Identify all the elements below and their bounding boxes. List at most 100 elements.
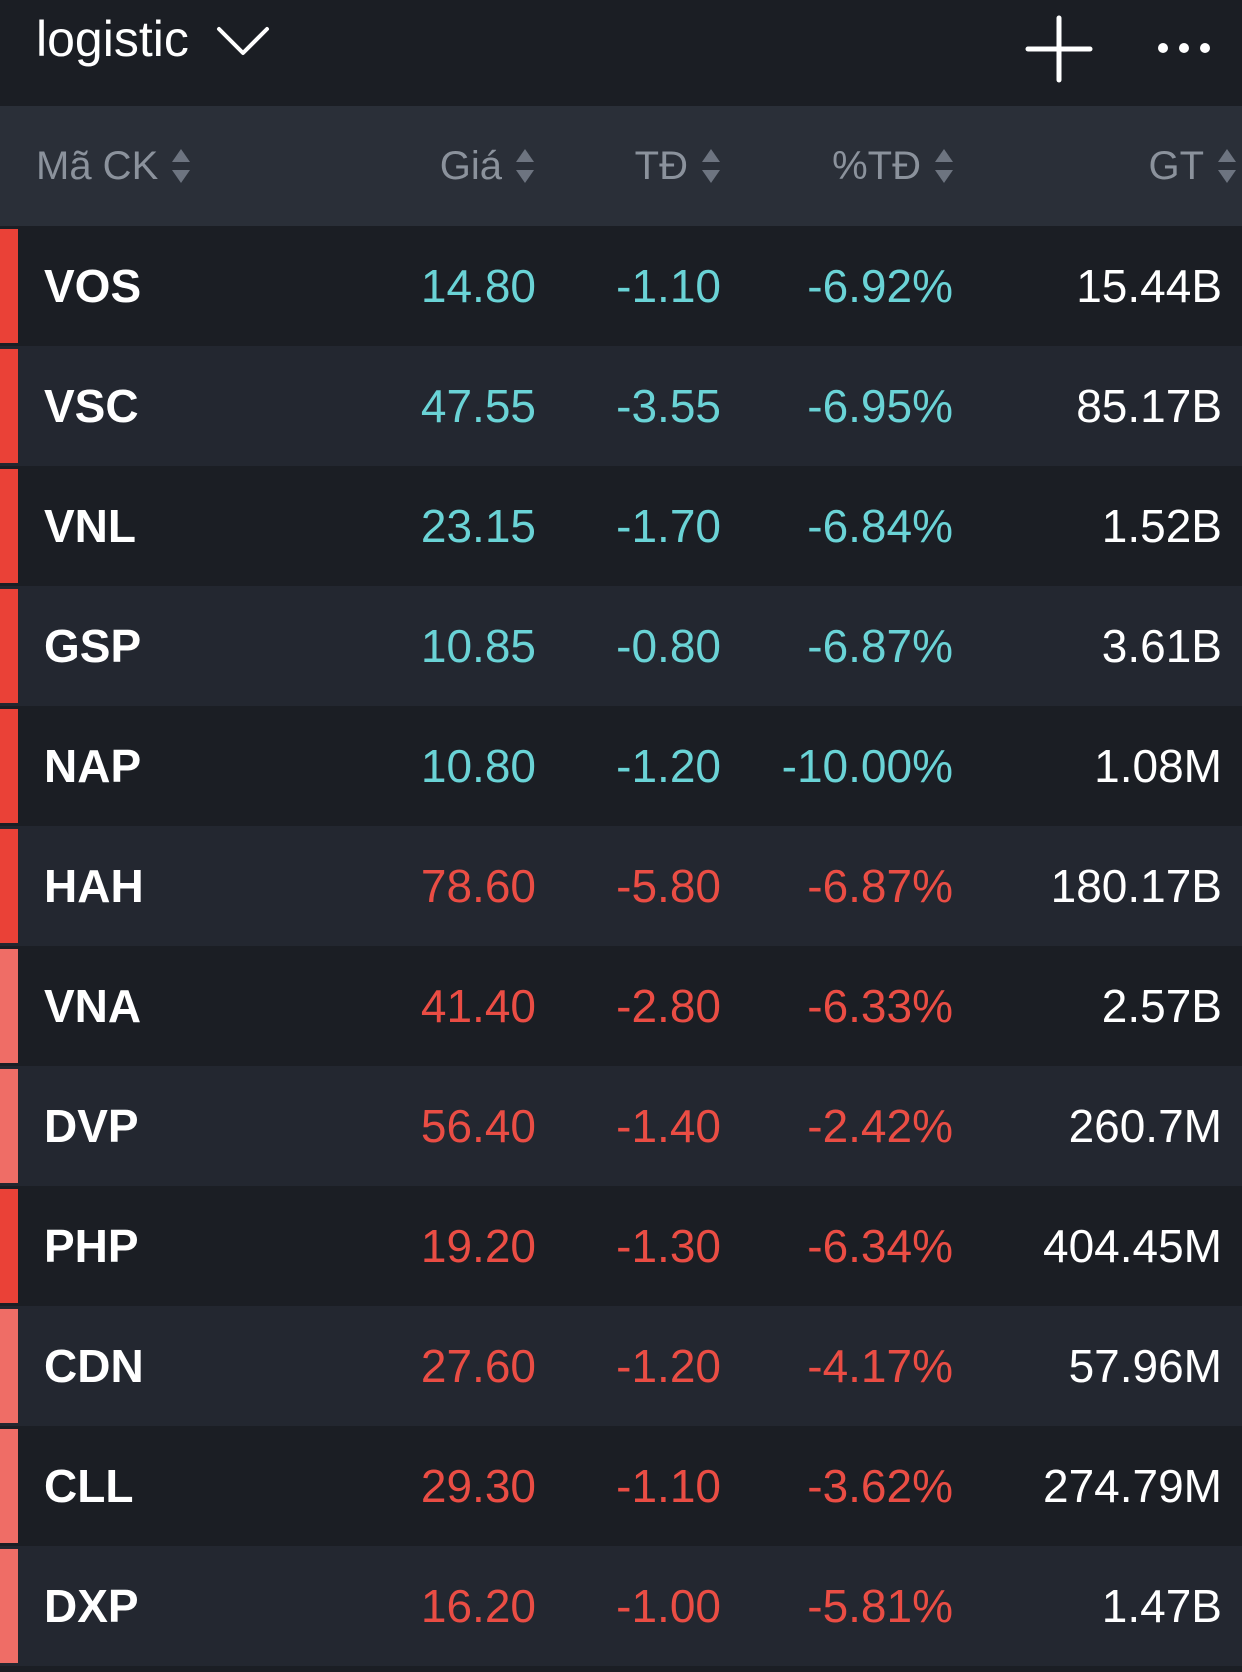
price-value: 56.40 <box>420 1100 536 1152</box>
column-header-label: Giá <box>439 143 502 188</box>
table-header: Mã CK Giá TĐ %TĐ GT <box>0 106 1242 226</box>
trading-value: 1.08M <box>1094 740 1222 792</box>
price-value: 27.60 <box>420 1340 536 1392</box>
more-horizontal-icon <box>1158 43 1210 53</box>
symbol-code: VNL <box>44 500 136 552</box>
change-value: -3.55 <box>616 380 721 432</box>
price-value: 10.80 <box>420 740 536 792</box>
column-header-value[interactable]: GT <box>1148 106 1238 226</box>
price-value: 47.55 <box>420 380 536 432</box>
table-row[interactable]: VSC 47.55 -3.55 -6.95% 85.17B <box>0 346 1242 466</box>
sort-icon <box>1218 149 1236 183</box>
change-value: -1.70 <box>616 500 721 552</box>
table-row[interactable]: VNA 41.40 -2.80 -6.33% 2.57B <box>0 946 1242 1066</box>
change-value: -0.80 <box>616 620 721 672</box>
table-row[interactable]: NAP 10.80 -1.20 -10.00% 1.08M <box>0 706 1242 826</box>
table-row[interactable]: PHP 19.20 -1.30 -6.34% 404.45M <box>0 1186 1242 1306</box>
column-header-label: Mã CK <box>36 143 159 188</box>
price-value: 10.85 <box>420 620 536 672</box>
change-value: -5.80 <box>616 860 721 912</box>
table-row[interactable]: HAH 78.60 -5.80 -6.87% 180.17B <box>0 826 1242 946</box>
percent-change-value: -6.33% <box>807 980 953 1032</box>
price-status-marker <box>0 349 18 463</box>
price-value: 19.20 <box>420 1220 536 1272</box>
percent-change-value: -6.87% <box>807 620 953 672</box>
table-row[interactable]: GSP 10.85 -0.80 -6.87% 3.61B <box>0 586 1242 706</box>
add-symbol-button[interactable] <box>1024 14 1094 84</box>
price-value: 16.20 <box>420 1580 536 1632</box>
trading-value: 85.17B <box>1076 380 1222 432</box>
price-status-marker <box>0 1429 18 1543</box>
percent-change-value: -3.62% <box>807 1460 953 1512</box>
table-row[interactable]: CDN 27.60 -1.20 -4.17% 57.96M <box>0 1306 1242 1426</box>
watchlist-selector[interactable]: logistic <box>36 10 271 68</box>
column-header-code[interactable]: Mã CK <box>36 106 192 226</box>
trading-value: 3.61B <box>1101 620 1222 672</box>
change-value: -1.10 <box>616 1460 721 1512</box>
sort-icon <box>172 149 191 183</box>
price-status-marker <box>0 469 18 583</box>
price-status-marker <box>0 949 18 1063</box>
change-value: -1.20 <box>616 1340 721 1392</box>
column-header-price[interactable]: Giá <box>440 106 536 226</box>
price-status-marker <box>0 1309 18 1423</box>
column-header-label: TĐ <box>634 143 688 188</box>
percent-change-value: -5.81% <box>807 1580 953 1632</box>
more-options-button[interactable] <box>1150 22 1220 72</box>
price-value: 29.30 <box>420 1460 536 1512</box>
table-row[interactable]: CLL 29.30 -1.10 -3.62% 274.79M <box>0 1426 1242 1546</box>
price-status-marker <box>0 229 18 343</box>
price-status-marker <box>0 589 18 703</box>
trading-value: 1.52B <box>1101 500 1222 552</box>
percent-change-value: -6.92% <box>807 260 953 312</box>
change-value: -1.30 <box>616 1220 721 1272</box>
trading-value: 15.44B <box>1076 260 1222 312</box>
chevron-down-icon <box>216 27 269 55</box>
price-status-marker <box>0 829 18 943</box>
symbol-code: DXP <box>44 1580 139 1632</box>
price-value: 78.60 <box>420 860 536 912</box>
symbol-code: CLL <box>44 1460 134 1512</box>
percent-change-value: -2.42% <box>807 1100 953 1152</box>
trading-value: 1.47B <box>1101 1580 1222 1632</box>
price-status-marker <box>0 1069 18 1183</box>
percent-change-value: -6.34% <box>807 1220 953 1272</box>
symbol-code: HAH <box>44 860 144 912</box>
watchlist-name: logistic <box>36 11 189 67</box>
column-header-percent-change[interactable]: %TĐ <box>832 106 955 226</box>
table-row[interactable]: VOS 14.80 -1.10 -6.92% 15.44B <box>0 226 1242 346</box>
symbol-code: VNA <box>44 980 142 1032</box>
price-value: 14.80 <box>420 260 536 312</box>
percent-change-value: -4.17% <box>807 1340 953 1392</box>
column-header-change[interactable]: TĐ <box>635 106 722 226</box>
trading-value: 180.17B <box>1050 860 1222 912</box>
price-value: 41.40 <box>420 980 536 1032</box>
trading-value: 2.57B <box>1101 980 1222 1032</box>
symbol-code: PHP <box>44 1220 139 1272</box>
change-value: -1.40 <box>616 1100 721 1152</box>
symbol-code: DVP <box>44 1100 139 1152</box>
symbol-code: VSC <box>44 380 139 432</box>
change-value: -2.80 <box>616 980 721 1032</box>
plus-icon <box>1025 15 1093 83</box>
table-row[interactable]: DXP 16.20 -1.00 -5.81% 1.47B <box>0 1546 1242 1666</box>
percent-change-value: -6.87% <box>807 860 953 912</box>
top-bar: logistic <box>0 0 1242 106</box>
sort-icon <box>935 149 953 183</box>
percent-change-value: -10.00% <box>781 740 953 792</box>
table-row[interactable]: DVP 56.40 -1.40 -2.42% 260.7M <box>0 1066 1242 1186</box>
price-status-marker <box>0 709 18 823</box>
sort-icon <box>516 149 534 183</box>
stock-table: VOS 14.80 -1.10 -6.92% 15.44B VSC 47.55 … <box>0 226 1242 1666</box>
change-value: -1.10 <box>616 260 721 312</box>
trading-value: 404.45M <box>1042 1220 1222 1272</box>
symbol-code: VOS <box>44 260 142 312</box>
change-value: -1.00 <box>616 1580 721 1632</box>
change-value: -1.20 <box>616 740 721 792</box>
table-row[interactable]: VNL 23.15 -1.70 -6.84% 1.52B <box>0 466 1242 586</box>
symbol-code: CDN <box>44 1340 144 1392</box>
price-status-marker <box>0 1189 18 1303</box>
symbol-code: NAP <box>44 740 142 792</box>
trading-value: 274.79M <box>1042 1460 1222 1512</box>
percent-change-value: -6.84% <box>807 500 953 552</box>
